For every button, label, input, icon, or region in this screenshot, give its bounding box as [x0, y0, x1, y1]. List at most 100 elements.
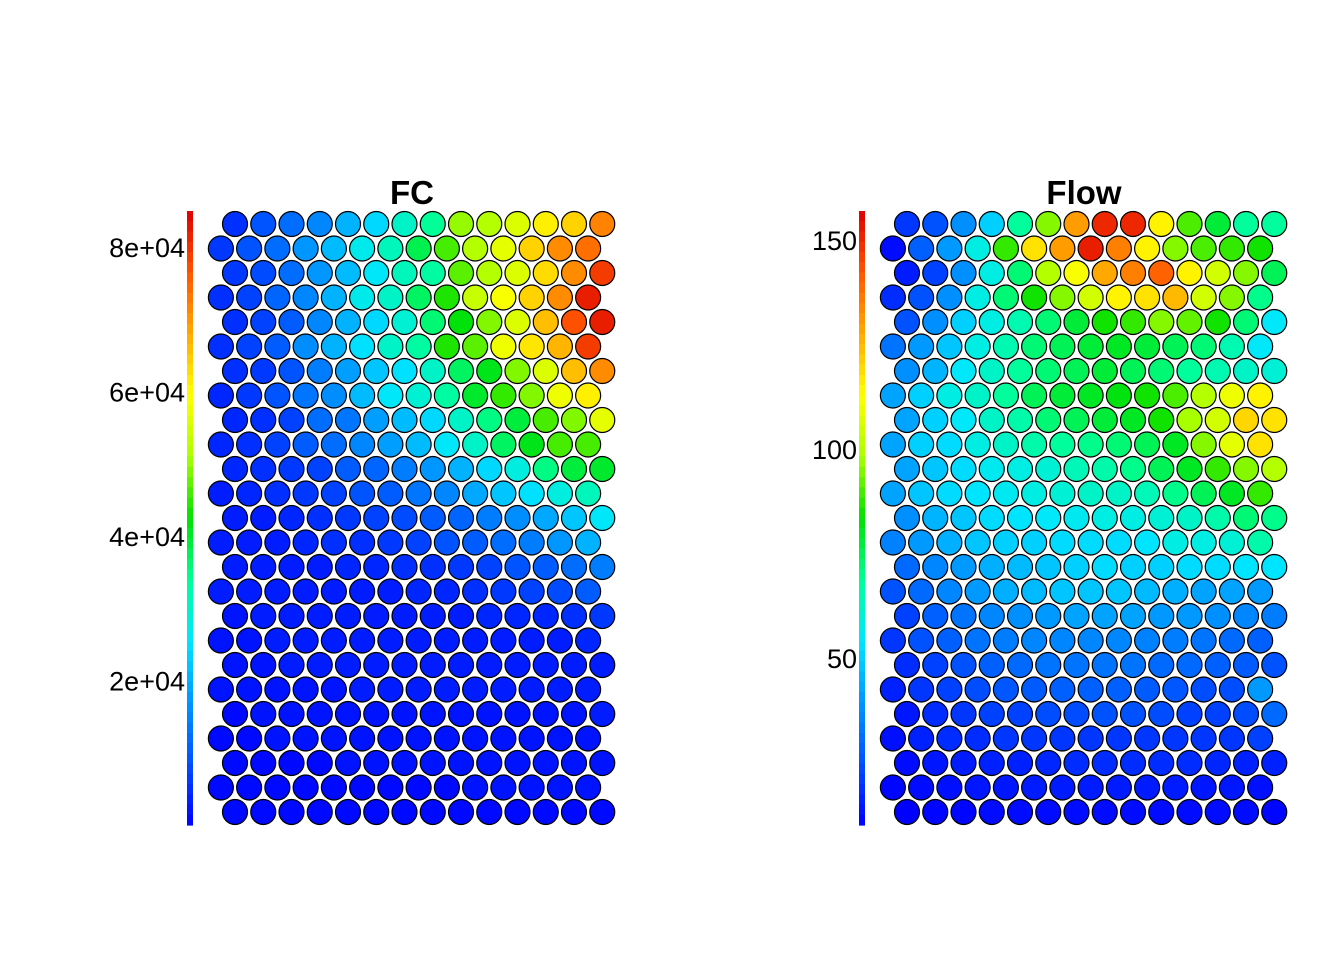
som-cell	[1247, 382, 1274, 409]
som-cell	[207, 627, 234, 654]
som-cell	[908, 627, 935, 654]
som-cell	[207, 676, 234, 703]
som-cell	[1077, 676, 1104, 703]
som-cell	[490, 774, 517, 801]
som-cell	[462, 431, 489, 458]
som-cell	[1091, 455, 1118, 483]
som-cell	[334, 700, 362, 728]
som-cell	[1091, 210, 1118, 238]
som-cell	[908, 578, 935, 605]
som-cell	[419, 455, 446, 483]
som-cell	[1021, 480, 1048, 507]
som-cell	[377, 774, 404, 801]
som-cell	[992, 284, 1019, 311]
colorbar-segment	[187, 405, 193, 417]
som-cell	[278, 700, 305, 728]
som-cell	[1035, 504, 1062, 532]
som-cell	[589, 455, 616, 483]
som-cell	[490, 235, 517, 262]
som-cell	[1119, 259, 1147, 287]
som-cell	[879, 431, 906, 458]
som-cell	[1190, 431, 1217, 458]
colorbar-segment	[187, 333, 193, 345]
som-cell	[236, 578, 263, 605]
som-cell	[334, 308, 362, 336]
colorbar-segment	[859, 272, 865, 284]
som-cell	[908, 284, 935, 311]
som-cell	[221, 406, 249, 434]
som-cell	[349, 676, 376, 703]
fc-panel: FC 2e+04 4e+04 6e+04 8e+04	[109, 174, 616, 826]
som-cell	[1105, 235, 1132, 262]
colorbar-segment	[859, 630, 865, 642]
som-cell	[922, 455, 949, 483]
som-cell	[1162, 333, 1189, 360]
som-cell	[1204, 798, 1231, 826]
som-cell	[334, 504, 362, 532]
som-cell	[476, 700, 503, 728]
som-cell	[1077, 725, 1104, 752]
som-cell	[1021, 529, 1048, 556]
som-cell	[893, 455, 921, 483]
som-cell	[221, 259, 249, 287]
colorbar-segment	[859, 661, 865, 673]
som-cell	[1190, 774, 1217, 801]
som-cell	[908, 725, 935, 752]
som-cell	[334, 259, 362, 287]
som-cell	[1232, 210, 1260, 238]
colorbar-segment	[187, 211, 193, 222]
som-cell	[1091, 553, 1118, 581]
colorbar-segment	[859, 333, 865, 345]
som-cell	[490, 627, 517, 654]
som-cell	[893, 749, 921, 777]
colorbar-segment	[187, 681, 193, 693]
som-cell	[1063, 210, 1090, 238]
som-cell	[560, 210, 588, 238]
som-cell	[1077, 480, 1104, 507]
colorbar-segment	[187, 712, 193, 724]
som-cell	[250, 798, 277, 826]
som-cell	[377, 725, 404, 752]
som-cell	[504, 749, 531, 777]
som-cell	[405, 431, 432, 458]
som-cell	[278, 308, 305, 336]
som-cell	[1261, 210, 1288, 238]
colorbar-segment	[859, 610, 865, 621]
som-cell	[349, 284, 376, 311]
som-cell	[589, 210, 616, 238]
som-cell	[546, 529, 573, 556]
som-cell	[320, 480, 347, 507]
som-cell	[447, 259, 475, 287]
som-cell	[1035, 259, 1062, 287]
som-cell	[546, 235, 573, 262]
som-cell	[1162, 627, 1189, 654]
colorbar-segment	[187, 558, 193, 570]
som-cell	[349, 725, 376, 752]
som-cell	[560, 749, 588, 777]
som-cell	[476, 455, 503, 483]
som-cell	[490, 333, 517, 360]
som-cell	[391, 749, 418, 777]
som-cell	[504, 308, 531, 336]
som-cell	[405, 284, 432, 311]
colorbar-segment	[187, 763, 193, 775]
colorbar-segment	[187, 743, 193, 754]
som-cell	[589, 700, 616, 728]
som-cell	[1148, 651, 1175, 679]
som-cell	[560, 504, 588, 532]
som-cell	[978, 308, 1005, 336]
som-cell	[879, 774, 906, 801]
som-cell	[1049, 529, 1076, 556]
som-cell	[264, 382, 291, 409]
som-cell	[518, 676, 545, 703]
som-cell	[922, 553, 949, 581]
som-cell	[236, 529, 263, 556]
som-cell	[950, 602, 977, 630]
som-cell	[1119, 651, 1147, 679]
som-cell	[292, 480, 319, 507]
som-cell	[292, 725, 319, 752]
som-cell	[278, 651, 305, 679]
som-cell	[1218, 529, 1245, 556]
som-cell	[405, 676, 432, 703]
som-cell	[589, 504, 616, 532]
